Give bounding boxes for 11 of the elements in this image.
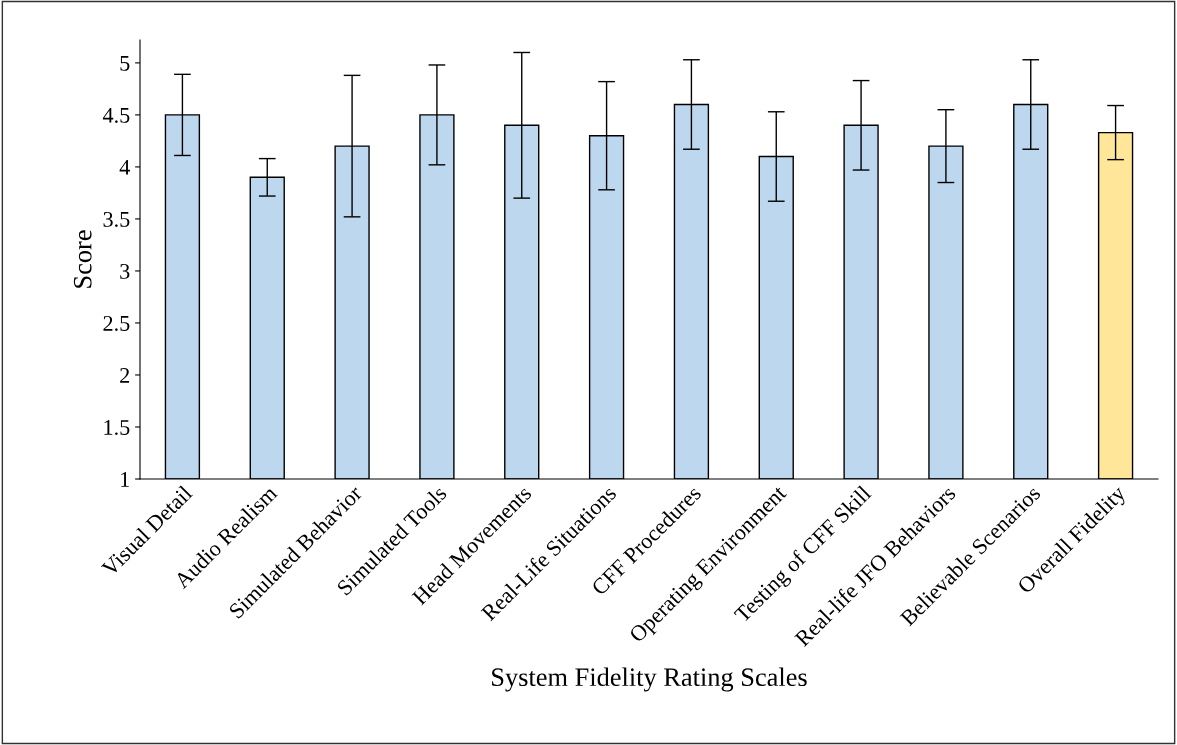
y-tick-label: 5 (120, 56, 130, 71)
y-tick-label: 1.5 (104, 420, 130, 436)
y-tick-label: 3.5 (103, 211, 130, 227)
y-tick-label: 2.5 (103, 315, 130, 331)
y-tick-label: 2 (120, 367, 130, 383)
x-axis-title: System Fidelity Rating Scales (492, 667, 807, 692)
y-tick-label: 1 (121, 472, 129, 487)
y-tick-label: 3 (120, 263, 130, 279)
y-axis-title: Score (73, 230, 92, 288)
y-tick-label: 4.5 (102, 107, 130, 123)
y-tick-label: 4 (119, 160, 130, 175)
